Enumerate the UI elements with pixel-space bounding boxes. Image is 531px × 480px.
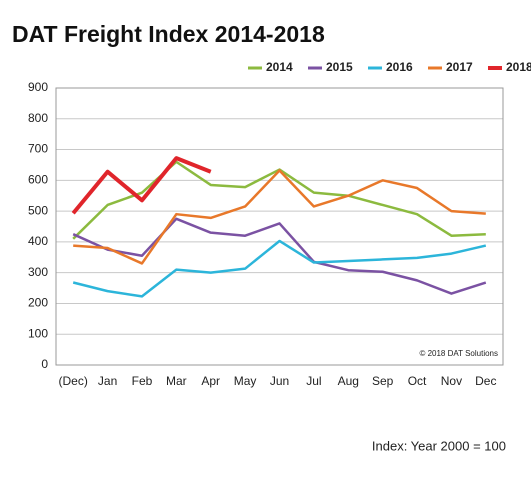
x-tick-label: Nov [441, 374, 462, 388]
y-tick-label: 600 [28, 173, 48, 187]
x-tick-label: Jun [270, 374, 289, 388]
x-tick-label: Oct [408, 374, 427, 388]
y-tick-label: 400 [28, 234, 48, 248]
x-tick-label: Feb [132, 374, 153, 388]
x-tick-label: Mar [166, 374, 187, 388]
series-line [72, 239, 487, 298]
x-tick-label: Aug [338, 374, 359, 388]
x-tick-label: Sep [372, 374, 394, 388]
y-tick-label: 700 [28, 142, 48, 156]
plot-border [55, 87, 504, 366]
x-tick-label: Jan [98, 374, 117, 388]
chart-title: DAT Freight Index 2014-2018 [12, 21, 325, 47]
legend-label: 2016 [386, 60, 413, 74]
copyright: © 2018 DAT Solutions [419, 349, 498, 358]
y-tick-label: 0 [41, 357, 48, 371]
legend-label: 2015 [326, 60, 353, 74]
y-tick-label: 500 [28, 203, 48, 217]
legend-label: 2014 [266, 60, 293, 74]
legend-label: 2017 [446, 60, 473, 74]
x-tick-label: Dec [475, 374, 496, 388]
y-tick-label: 900 [28, 80, 48, 94]
series-line [72, 160, 486, 240]
series-line [71, 156, 212, 215]
x-tick-label: Jul [306, 374, 321, 388]
y-tick-label: 200 [28, 296, 48, 310]
y-tick-label: 800 [28, 111, 48, 125]
x-tick-label: Apr [201, 374, 220, 388]
series-line [73, 169, 486, 265]
x-tick-label: (Dec) [59, 374, 88, 388]
series-line [72, 217, 487, 295]
x-tick-label: May [234, 374, 257, 388]
y-tick-label: 100 [28, 326, 48, 340]
legend-label: 2018 [506, 60, 531, 74]
index-note: Index: Year 2000 = 100 [372, 438, 506, 453]
y-tick-label: 300 [28, 265, 48, 279]
